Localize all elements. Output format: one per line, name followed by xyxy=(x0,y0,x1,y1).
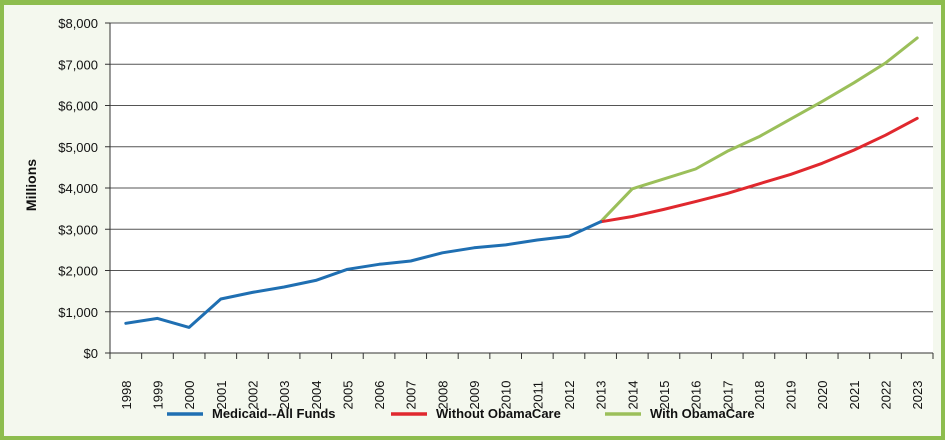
x-tick-label: 2011 xyxy=(530,381,545,409)
x-tick-label: 2003 xyxy=(277,381,292,410)
legend-label: Without ObamaCare xyxy=(436,406,561,421)
y-tick-label: $4,000 xyxy=(58,181,98,196)
x-tick-label: 2015 xyxy=(657,381,672,410)
x-tick-label: 2022 xyxy=(879,381,894,410)
legend: Medicaid--All Funds Without ObamaCare With… xyxy=(167,406,755,421)
legend-label: Medicaid--All Funds xyxy=(212,406,336,421)
y-tick-label: $6,000 xyxy=(58,99,98,114)
x-tick-label: 2005 xyxy=(340,381,355,410)
x-tick-label: 2004 xyxy=(309,381,324,410)
axes xyxy=(105,22,934,359)
x-tick-label: 2001 xyxy=(214,381,229,410)
x-tick-label: 2012 xyxy=(562,381,577,410)
series-lines xyxy=(124,36,919,329)
x-tick-label: 2023 xyxy=(910,381,925,410)
x-tick-label: 2000 xyxy=(182,381,197,410)
x-axis-tick-labels: 1998 1999 2000 2001 2002 2003 2004 2005 2006 2007… xyxy=(119,381,925,410)
x-tick-label: 1999 xyxy=(150,381,165,410)
x-tick-label: 2002 xyxy=(245,381,260,410)
y-axis-label: Millions xyxy=(23,159,39,211)
x-tick-label: 2010 xyxy=(499,381,514,410)
y-tick-label: $8,000 xyxy=(58,16,98,31)
y-tick-label: $7,000 xyxy=(58,57,98,72)
x-tick-label: 2018 xyxy=(752,381,767,410)
x-tick-label: 2021 xyxy=(847,381,862,410)
y-tick-label: $0 xyxy=(84,346,98,361)
legend-item: Without ObamaCare xyxy=(391,406,561,421)
series-line-with-obamacare xyxy=(599,36,919,224)
x-tick-label: 2017 xyxy=(720,381,735,410)
series-line-medicaid-all-funds xyxy=(124,220,603,329)
x-tick-label: 2006 xyxy=(372,381,387,410)
legend-label: With ObamaCare xyxy=(650,406,755,421)
legend-item: With ObamaCare xyxy=(605,406,755,421)
x-tick-label: 2013 xyxy=(594,381,609,410)
x-tick-label: 2007 xyxy=(404,381,419,410)
y-tick-label: $3,000 xyxy=(58,222,98,237)
y-tick-label: $2,000 xyxy=(58,264,98,279)
x-tick-label: 2009 xyxy=(467,381,482,410)
y-tick-label: $5,000 xyxy=(58,140,98,155)
x-tick-label: 2014 xyxy=(625,381,640,410)
y-tick-label: $1,000 xyxy=(58,305,98,320)
x-tick-label: 1998 xyxy=(119,381,134,410)
y-axis-tick-labels: $0 $1,000 $2,000 $3,000 $4,000 $5,000 $6,000 $7… xyxy=(58,16,98,361)
legend-item: Medicaid--All Funds xyxy=(167,406,336,421)
gridlines xyxy=(110,22,933,353)
x-tick-label: 2008 xyxy=(435,381,450,410)
series-line-without-obamacare xyxy=(599,116,919,224)
x-tick-label: 2016 xyxy=(689,381,704,410)
x-tick-label: 2019 xyxy=(784,381,799,410)
x-tick-label: 2020 xyxy=(815,381,830,410)
